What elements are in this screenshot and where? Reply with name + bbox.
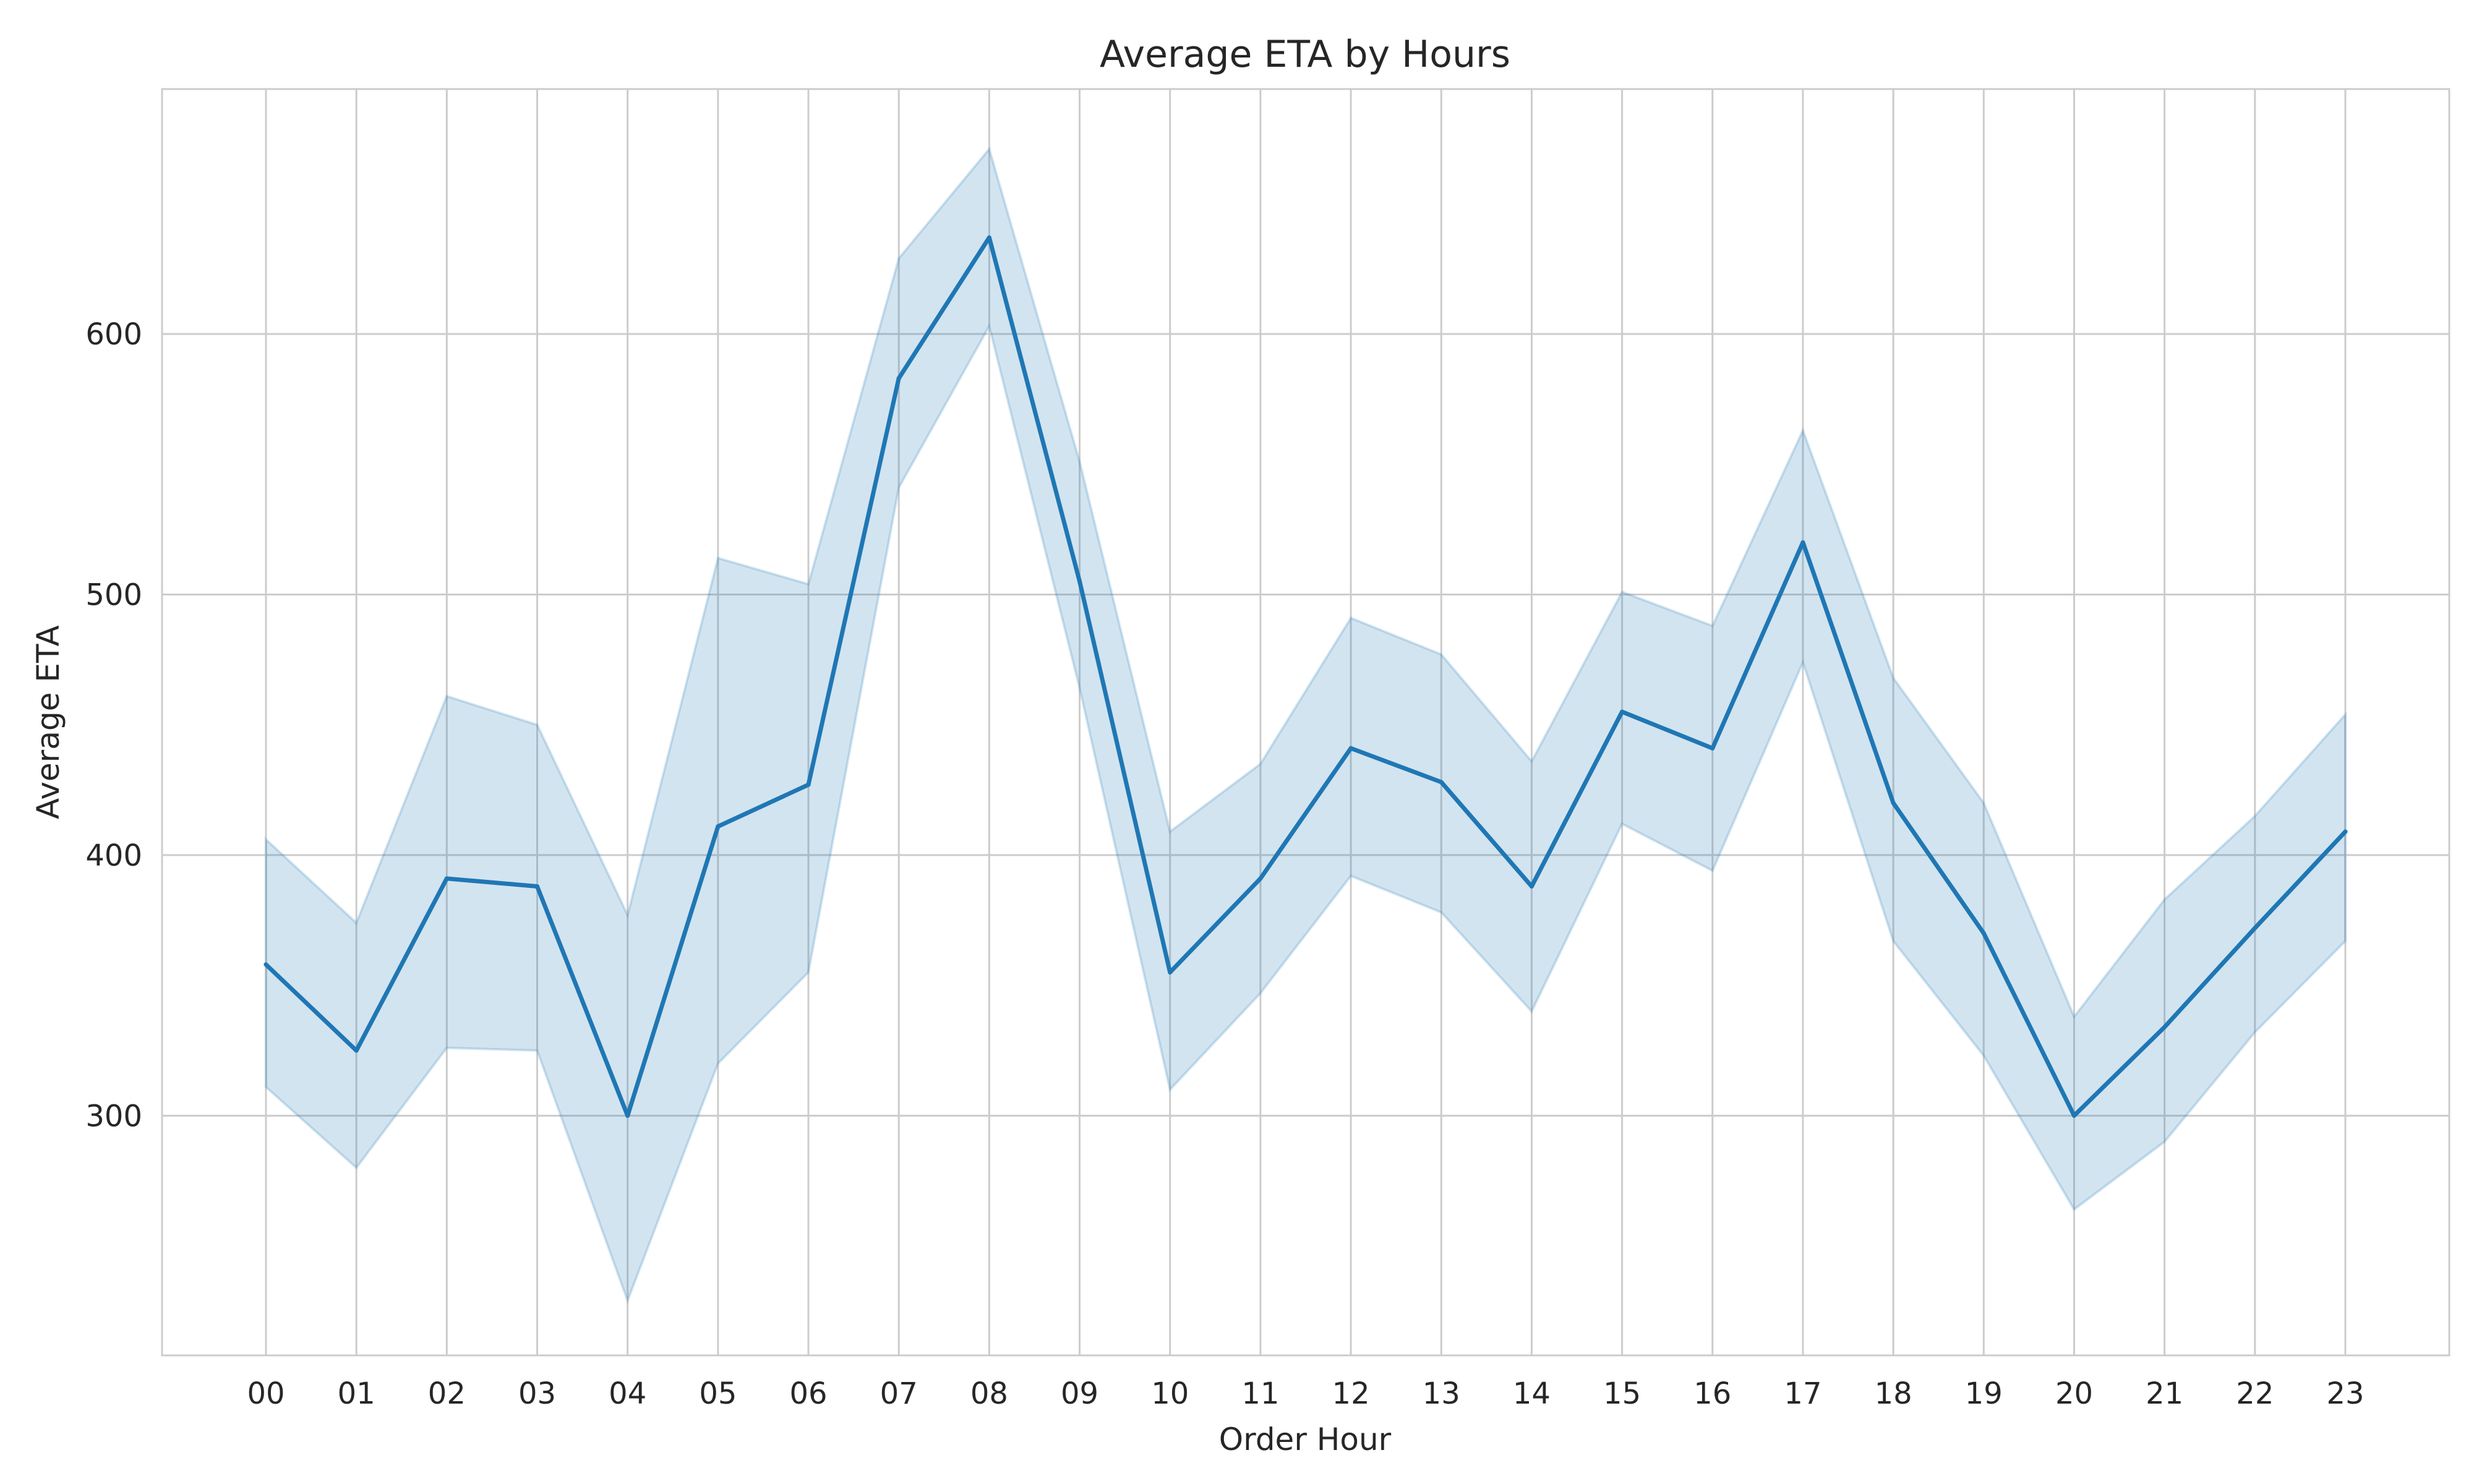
- x-tick-label: 18: [1875, 1376, 1912, 1411]
- series-line: [263, 235, 2348, 1118]
- y-tick-label: 400: [85, 838, 142, 873]
- x-tick-label: 15: [1603, 1376, 1641, 1411]
- data-point: [987, 235, 991, 240]
- x-tick-label: 19: [1965, 1376, 2003, 1411]
- data-point: [1710, 746, 1715, 751]
- y-tick-label: 500: [85, 578, 142, 613]
- x-tick-label: 22: [2236, 1376, 2274, 1411]
- y-tick-labels: 300 400 500 600: [85, 317, 142, 1133]
- y-tick-label: 600: [85, 317, 142, 352]
- data-point: [2071, 1113, 2076, 1118]
- x-tick-label: 07: [880, 1376, 918, 1411]
- data-point: [535, 884, 540, 889]
- x-tick-label: 17: [1784, 1376, 1821, 1411]
- data-point: [2162, 1025, 2167, 1030]
- x-tick-label: 09: [1061, 1376, 1098, 1411]
- data-point: [806, 782, 811, 787]
- data-point: [263, 962, 268, 967]
- x-tick-label: 00: [247, 1376, 285, 1411]
- data-point: [896, 376, 901, 381]
- x-tick-label: 06: [790, 1376, 828, 1411]
- x-tick-label: 20: [2055, 1376, 2093, 1411]
- data-point: [2343, 829, 2348, 834]
- x-tick-label: 04: [609, 1376, 646, 1411]
- x-tick-label: 23: [2326, 1376, 2364, 1411]
- data-point: [1168, 970, 1173, 975]
- data-point: [1077, 579, 1082, 584]
- x-tick-label: 16: [1693, 1376, 1731, 1411]
- x-axis-label: Order Hour: [1219, 1422, 1392, 1457]
- data-point: [1348, 746, 1353, 751]
- plot-frame: [161, 88, 2450, 1357]
- data-point: [1258, 876, 1263, 881]
- data-point: [625, 1113, 630, 1118]
- data-point: [1439, 780, 1444, 785]
- confidence-band-layer: [265, 146, 2347, 1305]
- x-tick-label: 14: [1513, 1376, 1551, 1411]
- data-point: [1620, 709, 1625, 714]
- y-axis-label: Average ETA: [30, 625, 66, 819]
- x-tick-labels: 00 01 02 03 04 05 06 07 08 09 10 11 12 13 14 15 16 17 18 19…: [247, 1376, 2364, 1411]
- x-tick-label: 13: [1423, 1376, 1460, 1411]
- x-tick-label: 08: [970, 1376, 1008, 1411]
- x-tick-label: 21: [2146, 1376, 2183, 1411]
- x-tick-label: 05: [699, 1376, 737, 1411]
- chart-title: Average ETA by Hours: [1100, 33, 1510, 76]
- data-point: [1800, 540, 1805, 545]
- x-tick-label: 10: [1151, 1376, 1189, 1411]
- data-point: [354, 1048, 359, 1053]
- x-tick-label: 03: [518, 1376, 556, 1411]
- x-tick-label: 01: [338, 1376, 375, 1411]
- data-point: [2253, 926, 2258, 931]
- x-tick-label: 11: [1241, 1376, 1279, 1411]
- data-point: [444, 876, 449, 881]
- series-line-layer: [263, 235, 2348, 1118]
- data-point: [1529, 884, 1534, 889]
- data-point: [1981, 931, 1986, 936]
- confidence-band: [265, 146, 2347, 1305]
- x-tick-label: 12: [1332, 1376, 1370, 1411]
- x-tick-label: 02: [428, 1376, 466, 1411]
- y-tick-label: 300: [85, 1099, 142, 1133]
- data-point: [716, 824, 721, 829]
- grid-lines: [162, 89, 2449, 1355]
- data-point: [1891, 801, 1896, 806]
